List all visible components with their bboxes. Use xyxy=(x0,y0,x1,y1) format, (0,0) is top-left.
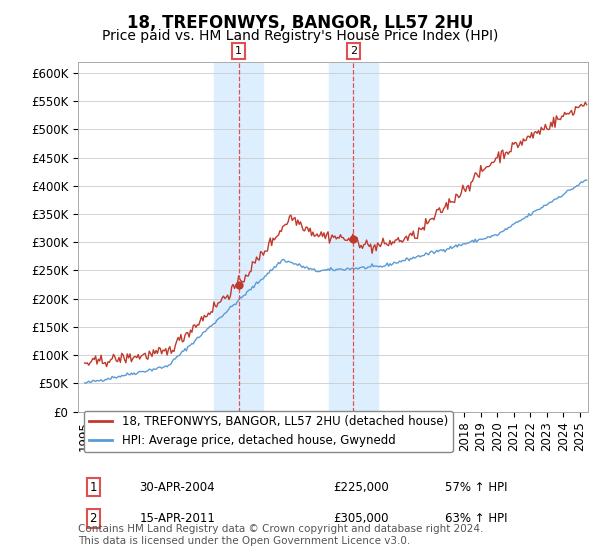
Text: 15-APR-2011: 15-APR-2011 xyxy=(139,512,215,525)
Text: 57% ↑ HPI: 57% ↑ HPI xyxy=(445,480,508,493)
Text: £225,000: £225,000 xyxy=(333,480,389,493)
Text: 2: 2 xyxy=(89,512,97,525)
Text: 30-APR-2004: 30-APR-2004 xyxy=(139,480,215,493)
Text: 1: 1 xyxy=(89,480,97,493)
Text: 18, TREFONWYS, BANGOR, LL57 2HU: 18, TREFONWYS, BANGOR, LL57 2HU xyxy=(127,14,473,32)
Text: £305,000: £305,000 xyxy=(333,512,389,525)
Text: 1: 1 xyxy=(235,46,242,56)
Text: 63% ↑ HPI: 63% ↑ HPI xyxy=(445,512,508,525)
Bar xyxy=(329,62,378,412)
Text: Contains HM Land Registry data © Crown copyright and database right 2024.
This d: Contains HM Land Registry data © Crown c… xyxy=(78,525,484,546)
Text: Price paid vs. HM Land Registry's House Price Index (HPI): Price paid vs. HM Land Registry's House … xyxy=(102,29,498,43)
Legend: 18, TREFONWYS, BANGOR, LL57 2HU (detached house), HPI: Average price, detached h: 18, TREFONWYS, BANGOR, LL57 2HU (detache… xyxy=(84,410,452,452)
Bar xyxy=(214,62,263,412)
Text: 2: 2 xyxy=(350,46,357,56)
